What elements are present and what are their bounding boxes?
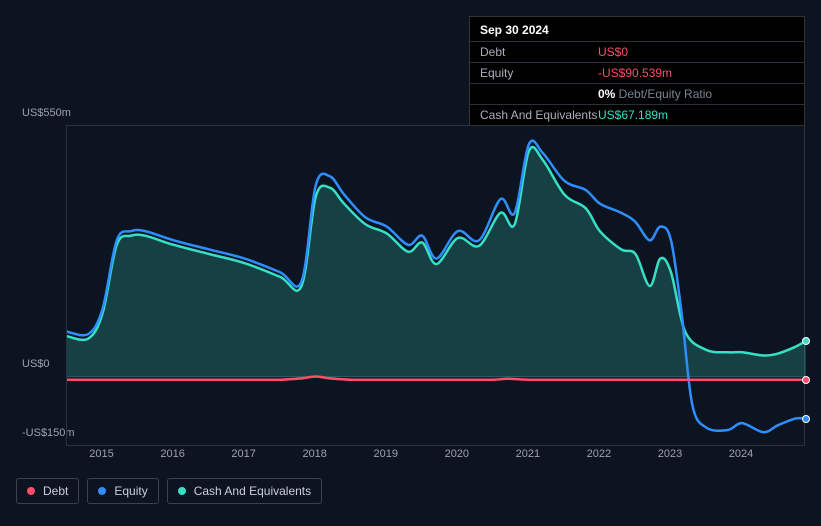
legend-dot-icon (98, 487, 106, 495)
x-axis-label: 2015 (89, 448, 113, 460)
tooltip-panel: Sep 30 2024 DebtUS$0Equity-US$90.539m0% … (469, 16, 805, 126)
x-axis-label: 2019 (374, 448, 398, 460)
x-axis-label: 2021 (516, 448, 540, 460)
chart-plot (66, 125, 805, 445)
legend: Debt Equity Cash And Equivalents (16, 478, 322, 504)
tooltip-value: US$67.189m (598, 108, 668, 122)
debt-marker (802, 376, 810, 384)
tooltip-value: 0% Debt/Equity Ratio (598, 87, 712, 101)
tooltip-label (480, 87, 598, 101)
tooltip-value: US$0 (598, 45, 628, 59)
chart-svg (67, 126, 806, 446)
tooltip-row: Cash And EquivalentsUS$67.189m (470, 104, 804, 125)
tooltip-label: Equity (480, 66, 598, 80)
legend-dot-icon (27, 487, 35, 495)
x-axis-label: 2017 (231, 448, 255, 460)
tooltip-label: Debt (480, 45, 598, 59)
legend-item-debt[interactable]: Debt (16, 478, 79, 504)
cash-marker (802, 337, 810, 345)
tooltip-label: Cash And Equivalents (480, 108, 598, 122)
chart-area: US$550mUS$0-US$150m (16, 125, 805, 445)
x-axis-label: 2024 (729, 448, 753, 460)
tooltip-row: DebtUS$0 (470, 41, 804, 62)
x-axis-label: 2022 (587, 448, 611, 460)
tooltip-date: Sep 30 2024 (470, 17, 804, 41)
tooltip-row: 0% Debt/Equity Ratio (470, 83, 804, 104)
x-axis-label: 2016 (160, 448, 184, 460)
x-axis-labels: 2015 2016 2017 2018 2019 2020 2021 2022 2023 2024 (16, 448, 805, 464)
tooltip-value: -US$90.539m (598, 66, 672, 80)
equity-marker (802, 415, 810, 423)
y-axis-label: US$0 (22, 358, 50, 370)
legend-item-cash[interactable]: Cash And Equivalents (167, 478, 322, 504)
legend-label: Cash And Equivalents (194, 484, 311, 498)
legend-label: Equity (114, 484, 147, 498)
x-axis-label: 2018 (302, 448, 326, 460)
tooltip-row: Equity-US$90.539m (470, 62, 804, 83)
x-axis-label: 2023 (658, 448, 682, 460)
y-axis-label: US$550m (22, 107, 71, 119)
legend-item-equity[interactable]: Equity (87, 478, 158, 504)
legend-dot-icon (178, 487, 186, 495)
legend-label: Debt (43, 484, 68, 498)
x-axis-label: 2020 (445, 448, 469, 460)
